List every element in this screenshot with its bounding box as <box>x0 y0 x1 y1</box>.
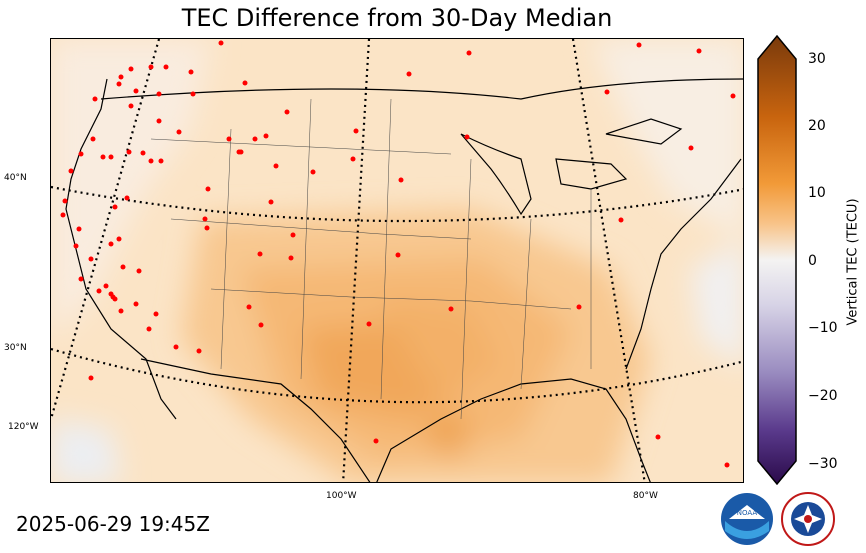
state-borders <box>150 98 592 420</box>
cbar-tick-neg20: −20 <box>808 388 838 404</box>
noaa-logo: NOAA <box>719 491 775 551</box>
colorbar-label: Vertical TEC (TECU) <box>845 198 861 326</box>
cbar-tick-20: 20 <box>808 118 826 134</box>
nws-logo <box>780 491 836 551</box>
cbar-tick-neg30: −30 <box>808 456 838 472</box>
cbar-tick-0: 0 <box>808 253 817 269</box>
colorbar <box>757 34 797 486</box>
lat-label-30n: 30°N <box>4 343 27 353</box>
noaa-text: NOAA <box>737 509 758 517</box>
lat-label-40n: 40°N <box>4 173 27 183</box>
coastlines <box>65 78 743 482</box>
lon-label-100w: 100°W <box>326 491 357 501</box>
timestamp: 2025-06-29 19:45Z <box>16 512 210 536</box>
cbar-tick-30: 30 <box>808 51 826 67</box>
cbar-tick-10: 10 <box>808 185 826 201</box>
graticule <box>51 39 743 482</box>
chart-title: TEC Difference from 30-Day Median <box>181 4 613 32</box>
tec-map <box>50 38 744 483</box>
station-markers <box>60 40 736 468</box>
cbar-tick-neg10: −10 <box>808 320 838 336</box>
lon-label-120w: 120°W <box>8 422 39 432</box>
tec-contours <box>51 39 743 482</box>
lon-label-80w: 80°W <box>633 491 658 501</box>
